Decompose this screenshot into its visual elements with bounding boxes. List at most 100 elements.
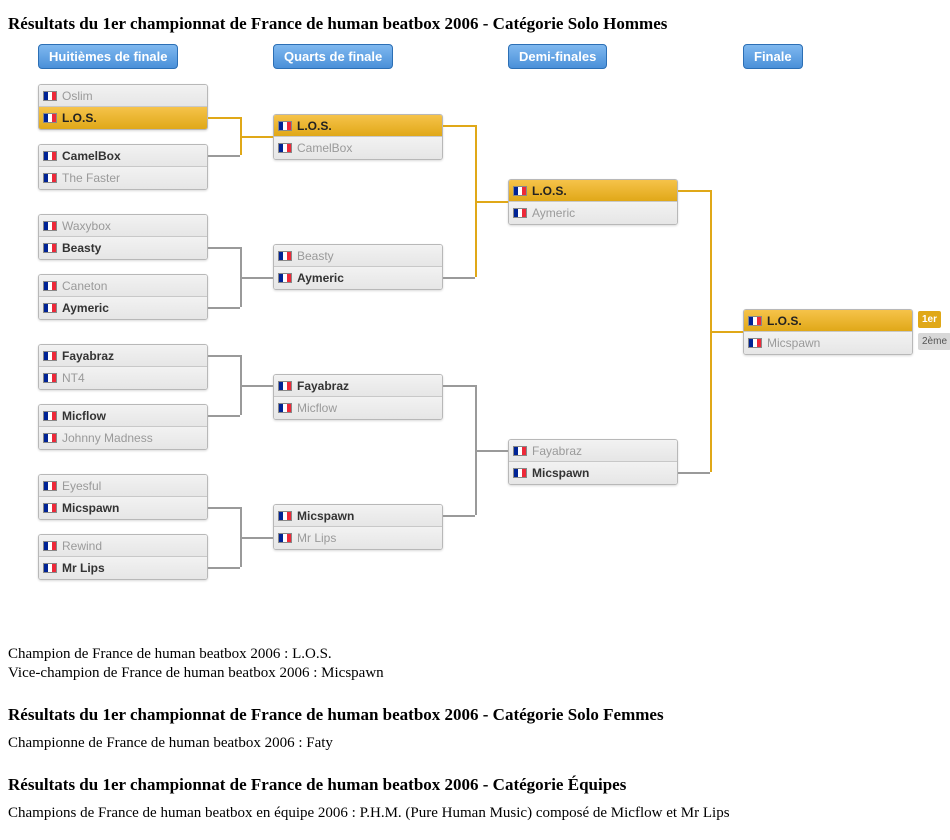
player-name: Aymeric: [297, 271, 344, 285]
flag-icon: [748, 338, 762, 348]
match: Micspawn Mr Lips: [273, 504, 443, 550]
player-name: Aymeric: [532, 206, 575, 220]
bracket-slot: Aymeric: [39, 297, 207, 319]
connector: [208, 155, 240, 157]
bracket-slot: L.O.S.: [509, 180, 677, 202]
connector: [208, 117, 240, 119]
bracket-slot: Beasty: [274, 245, 442, 267]
flag-icon: [43, 173, 57, 183]
flag-icon: [748, 316, 762, 326]
connector: [240, 277, 273, 279]
player-name: L.O.S.: [532, 184, 567, 198]
match: Fayabraz Micspawn: [508, 439, 678, 485]
bracket-slot: L.O.S.: [39, 107, 207, 129]
round-header: Huitièmes de finale: [38, 44, 178, 69]
flag-icon: [278, 251, 292, 261]
flag-icon: [43, 481, 57, 491]
match: Caneton Aymeric: [38, 274, 208, 320]
bracket-container: Huitièmes de finale Quarts de finale Demi-…: [8, 44, 942, 644]
bracket-slot: Micspawn: [744, 332, 912, 354]
player-name: Fayabraz: [297, 379, 349, 393]
connector: [710, 331, 743, 333]
player-name: Eyesful: [62, 479, 101, 493]
flag-icon: [43, 563, 57, 573]
flag-icon: [513, 208, 527, 218]
player-name: Waxybox: [62, 219, 111, 233]
flag-icon: [278, 381, 292, 391]
player-name: Fayabraz: [62, 349, 114, 363]
bracket-slot: The Faster: [39, 167, 207, 189]
bracket-slot: Beasty: [39, 237, 207, 259]
bracket-slot: Rewind: [39, 535, 207, 557]
match: Fayabraz NT4: [38, 344, 208, 390]
flag-icon: [43, 113, 57, 123]
bracket-slot: Micspawn: [39, 497, 207, 519]
match: Micflow Johnny Madness: [38, 404, 208, 450]
connector: [208, 415, 240, 417]
flag-icon: [278, 533, 292, 543]
bracket-slot: Fayabraz: [274, 375, 442, 397]
bracket-slot: Waxybox: [39, 215, 207, 237]
match: Eyesful Micspawn: [38, 474, 208, 520]
player-name: Fayabraz: [532, 444, 582, 458]
badge-second: 2ème: [918, 333, 950, 350]
bracket-slot: L.O.S.: [274, 115, 442, 137]
round-header: Quarts de finale: [273, 44, 393, 69]
flag-icon: [43, 151, 57, 161]
flag-icon: [513, 468, 527, 478]
flag-icon: [278, 273, 292, 283]
player-name: Caneton: [62, 279, 107, 293]
bracket-slot: Johnny Madness: [39, 427, 207, 449]
bracket-slot: L.O.S.: [744, 310, 912, 332]
player-name: Beasty: [297, 249, 334, 263]
match: OslimL.O.S.: [38, 84, 208, 130]
player-name: Johnny Madness: [62, 431, 153, 445]
match: Waxybox Beasty: [38, 214, 208, 260]
connector: [475, 450, 508, 452]
connector: [443, 515, 475, 517]
flag-icon: [43, 373, 57, 383]
bracket-slot: Mr Lips: [274, 527, 442, 549]
flag-icon: [278, 511, 292, 521]
player-name: L.O.S.: [297, 119, 332, 133]
bracket-slot: Micspawn: [509, 462, 677, 484]
connector: [678, 472, 710, 474]
player-name: Mr Lips: [62, 561, 105, 575]
connector: [678, 190, 710, 192]
player-name: NT4: [62, 371, 85, 385]
match: L.O.S. CamelBox: [273, 114, 443, 160]
bracket-slot: Aymeric: [509, 202, 677, 224]
bracket-slot: Fayabraz: [509, 440, 677, 462]
player-name: Micspawn: [297, 509, 354, 523]
section-title-hommes: Résultats du 1er championnat de France d…: [8, 14, 942, 34]
flag-icon: [513, 446, 527, 456]
badge-first: 1er: [918, 311, 941, 328]
flag-icon: [278, 403, 292, 413]
bracket-slot: CamelBox: [39, 145, 207, 167]
flag-icon: [43, 411, 57, 421]
player-name: Micflow: [62, 409, 106, 423]
match: Beasty Aymeric: [273, 244, 443, 290]
player-name: Micspawn: [62, 501, 119, 515]
connector: [208, 307, 240, 309]
connector: [208, 355, 240, 357]
player-name: Micflow: [297, 401, 337, 415]
bracket-slot: Mr Lips: [39, 557, 207, 579]
vice-champion-text: Vice-champion de France de human beatbox…: [8, 665, 942, 682]
round-header: Demi-finales: [508, 44, 607, 69]
flag-icon: [43, 433, 57, 443]
player-name: Mr Lips: [297, 531, 336, 545]
player-name: Beasty: [62, 241, 101, 255]
round-header: Finale: [743, 44, 803, 69]
bracket-slot: CamelBox: [274, 137, 442, 159]
player-name: Rewind: [62, 539, 102, 553]
player-name: Aymeric: [62, 301, 109, 315]
player-name: L.O.S.: [62, 111, 97, 125]
bracket-slot: Caneton: [39, 275, 207, 297]
match: L.O.S.Micspawn: [743, 309, 913, 355]
connector: [240, 136, 273, 138]
connector: [240, 385, 273, 387]
bracket-slot: Micspawn: [274, 505, 442, 527]
section-title-femmes: Résultats du 1er championnat de France d…: [8, 705, 942, 725]
flag-icon: [278, 121, 292, 131]
